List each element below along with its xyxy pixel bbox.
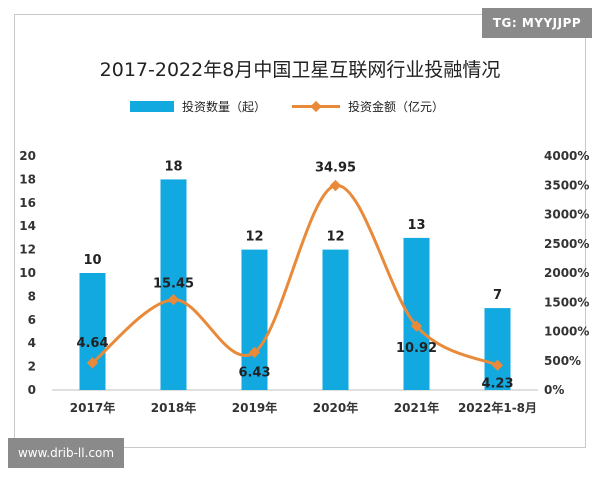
y-left-tick-label: 12	[19, 243, 36, 257]
legend-line-marker	[310, 100, 322, 113]
legend: 投资数量（起） 投资金额（亿元）	[130, 99, 444, 114]
bar	[322, 249, 349, 390]
line-series: 4.64 15.45 6.43 34.95 10.92 4.23	[76, 161, 513, 392]
y-left-tick-label: 4	[28, 336, 36, 350]
y-left-tick-label: 6	[28, 313, 36, 327]
y-right-tick-label: 4000%	[544, 149, 589, 163]
x-tick-label: 2020年	[313, 400, 358, 415]
bar	[79, 273, 106, 390]
y-right-tick-label: 3000%	[544, 208, 589, 222]
bar-data-label: 18	[164, 159, 182, 174]
legend-line-label: 投资金额（亿元）	[348, 99, 444, 114]
y-left-tick-label: 14	[19, 219, 36, 233]
y-left-tick-label: 20	[19, 149, 36, 163]
y-right-tick-label: 0%	[544, 383, 564, 397]
y-right-tick-label: 2000%	[544, 266, 589, 280]
x-tick-label: 2022年1-8月	[458, 400, 537, 415]
chart-title: 2017-2022年8月中国卫星互联网行业投融情况	[100, 59, 501, 81]
watermark-top: TG: MYYJJPP	[482, 8, 592, 38]
legend-bar-swatch	[130, 101, 174, 112]
y-right-tick-label: 500%	[544, 354, 581, 368]
bar-data-label: 7	[493, 288, 502, 303]
x-tick-label: 2018年	[151, 400, 196, 415]
x-tick-label: 2019年	[232, 400, 277, 415]
y-left-tick-label: 16	[19, 196, 36, 210]
y-right-tick-label: 1000%	[544, 325, 589, 339]
y-left-tick-label: 2	[28, 360, 36, 374]
bar-data-label: 12	[245, 230, 263, 245]
bar	[484, 308, 511, 390]
line-data-label: 4.23	[481, 376, 513, 391]
line-marker	[167, 293, 180, 306]
line-path	[91, 184, 499, 367]
watermark-bottom: www.drib-ll.com	[8, 438, 124, 468]
y-right-tick-label: 2500%	[544, 237, 589, 251]
x-tick-label: 2017年	[70, 400, 115, 415]
line-marker	[248, 346, 261, 359]
axes: 0 2 4 6 8 10 12 14 16 18 20 0% 500% 1000% 1500% 2000% 25…	[19, 149, 589, 415]
line-marker	[329, 179, 342, 192]
line-marker	[491, 359, 504, 371]
bar	[241, 249, 268, 390]
x-tick-label: 2021年	[394, 400, 439, 415]
legend-bar-label: 投资数量（起）	[182, 99, 266, 114]
line-data-label: 15.45	[153, 277, 194, 292]
line-marker	[410, 320, 423, 332]
bar-series: 10 18 12 12 13 7	[79, 159, 511, 390]
bar-data-label: 10	[83, 253, 101, 268]
y-left-tick-label: 18	[19, 172, 36, 186]
bar	[160, 179, 187, 390]
y-left-tick-label: 10	[19, 266, 36, 280]
bar-data-label: 12	[326, 230, 344, 245]
y-right-tick-label: 1500%	[544, 295, 589, 309]
line-data-label: 10.92	[396, 341, 437, 356]
line-data-label: 4.64	[76, 336, 108, 351]
bar-data-label: 13	[407, 218, 425, 233]
y-left-tick-label: 8	[28, 289, 36, 303]
line-data-label: 6.43	[238, 365, 270, 380]
y-right-tick-label: 3500%	[544, 178, 589, 192]
y-left-tick-label: 0	[28, 383, 36, 397]
line-data-label: 34.95	[315, 161, 356, 176]
